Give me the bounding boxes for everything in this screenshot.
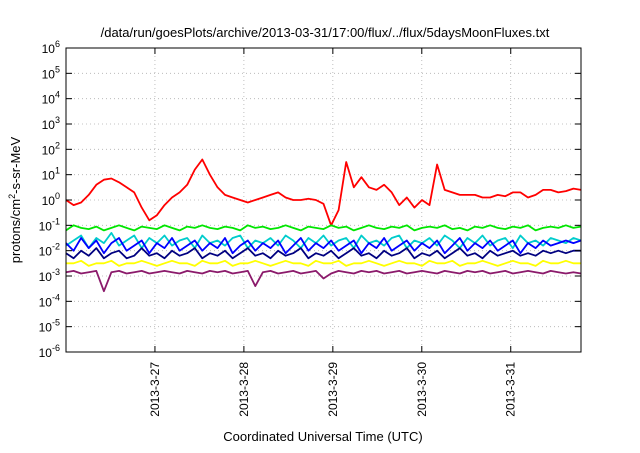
y-tick-base: 10 xyxy=(39,245,53,259)
y-tick-base: 10 xyxy=(39,219,53,233)
y-tick-exponent: -3 xyxy=(52,267,60,277)
y-tick-base: 10 xyxy=(39,346,53,360)
chart-title: /data/run/goesPlots/archive/2013-03-31/1… xyxy=(101,25,550,40)
x-tick-label: 2013-3-29 xyxy=(326,362,340,417)
y-tick-exponent: -5 xyxy=(52,318,60,328)
y-tick-label: 10-5 xyxy=(39,318,60,335)
y-tick-label: 102 xyxy=(42,140,60,157)
x-tick-label: 2013-3-30 xyxy=(415,362,429,417)
series-group xyxy=(65,158,582,293)
y-tick-base: 10 xyxy=(42,67,56,81)
y-tick-label: 10-3 xyxy=(39,267,60,284)
y-tick-label: 10-1 xyxy=(39,216,60,233)
x-tick-label: 2013-3-27 xyxy=(148,362,162,417)
series-line-3 xyxy=(65,237,582,255)
series-line-1 xyxy=(65,224,582,232)
series-line-6 xyxy=(65,269,582,293)
y-tick-label: 103 xyxy=(42,115,60,132)
y-tick-exponent: -1 xyxy=(52,216,60,226)
y-tick-exponent: 0 xyxy=(55,191,60,201)
y-tick-exponent: 6 xyxy=(55,39,60,49)
x-axis-label: Coordinated Universal Time (UTC) xyxy=(223,429,422,444)
series-line-4 xyxy=(65,247,581,260)
y-axis-label-pre: protons/cm xyxy=(8,199,23,263)
y-tick-label: 104 xyxy=(42,90,60,107)
x-tick-label: 2013-3-31 xyxy=(504,362,518,417)
y-tick-base: 10 xyxy=(42,93,56,107)
x-axis: 2013-3-27 2013-3-28 2013-3-29 2013-3-30 2013… xyxy=(148,48,518,417)
y-tick-base: 10 xyxy=(42,194,56,208)
y-tick-label: 100 xyxy=(42,191,60,208)
series-line-2 xyxy=(65,231,582,250)
series-line-5 xyxy=(66,259,581,267)
y-tick-base: 10 xyxy=(39,270,53,284)
y-tick-exponent: 4 xyxy=(55,90,60,100)
y-axis-label: protons/cm2-s-sr-MeV xyxy=(7,136,23,263)
y-tick-label: 105 xyxy=(42,64,60,81)
y-tick-base: 10 xyxy=(39,321,53,335)
y-tick-exponent: 1 xyxy=(55,166,60,176)
plot-frame xyxy=(65,47,582,353)
y-axis-label-post: -s-sr-MeV xyxy=(8,136,23,193)
y-tick-base: 10 xyxy=(42,169,56,183)
y-tick-base: 10 xyxy=(42,118,56,132)
x-tick-label: 2013-3-28 xyxy=(237,362,251,417)
y-tick-exponent: 2 xyxy=(55,140,60,150)
y-tick-exponent: 5 xyxy=(55,64,60,74)
y-tick-label: 10-6 xyxy=(39,343,60,360)
y-tick-exponent: -2 xyxy=(52,242,60,252)
y-tick-label: 10-4 xyxy=(39,292,60,309)
y-tick-label: 106 xyxy=(42,39,60,56)
y-tick-label: 10-2 xyxy=(39,242,60,259)
y-axis-label-sup: 2 xyxy=(7,194,17,199)
y-tick-exponent: -6 xyxy=(52,343,60,353)
grid xyxy=(66,48,581,352)
y-tick-base: 10 xyxy=(42,143,56,157)
y-tick-base: 10 xyxy=(42,42,56,56)
y-tick-exponent: -4 xyxy=(52,292,60,302)
series-line-0 xyxy=(65,158,582,227)
y-tick-base: 10 xyxy=(39,295,53,309)
y-axis: 10-610-510-410-310-210-11001011021031041… xyxy=(39,39,581,360)
y-tick-label: 101 xyxy=(42,166,60,183)
y-tick-exponent: 3 xyxy=(55,115,60,125)
